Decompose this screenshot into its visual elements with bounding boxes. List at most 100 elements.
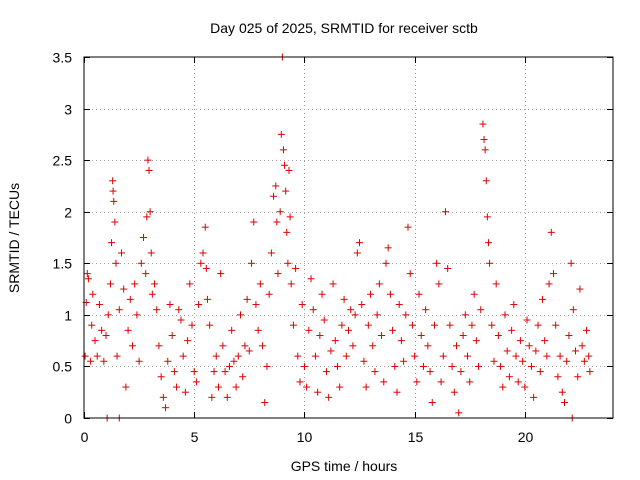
data-point [384, 244, 392, 252]
data-point [497, 362, 505, 370]
data-point [111, 218, 119, 226]
data-point [87, 357, 95, 365]
data-point [210, 368, 218, 376]
data-point [175, 306, 183, 314]
data-point [276, 208, 284, 216]
data-point [120, 285, 128, 293]
data-point [490, 357, 498, 365]
data-point [499, 383, 507, 391]
data-point [481, 146, 489, 154]
data-point [397, 337, 405, 345]
data-point [126, 295, 134, 303]
data-point [179, 352, 187, 360]
data-point [554, 373, 562, 381]
data-point [448, 362, 456, 370]
data-point [336, 383, 344, 391]
y-tick-label: 1.5 [53, 256, 73, 272]
data-point [538, 295, 546, 303]
data-point [245, 347, 253, 355]
data-point [316, 331, 324, 339]
data-point [325, 393, 333, 401]
data-point [250, 218, 258, 226]
data-point [311, 352, 319, 360]
data-point [508, 326, 516, 334]
data-point [525, 342, 533, 350]
data-point [543, 352, 551, 360]
data-point [303, 383, 311, 391]
data-point [386, 290, 394, 298]
x-tick-label: 15 [408, 429, 424, 445]
data-point [371, 368, 379, 376]
data-point [232, 383, 240, 391]
data-point [389, 326, 397, 334]
data-point [142, 270, 150, 278]
data-point [329, 280, 337, 288]
x-tick-label: 10 [297, 429, 313, 445]
data-point [300, 362, 308, 370]
data-point [578, 342, 586, 350]
data-point [516, 337, 524, 345]
data-point [549, 270, 557, 278]
x-tick-label: 0 [81, 429, 89, 445]
data-point [322, 368, 330, 376]
y-tick-label: 0 [64, 411, 72, 427]
data-point [259, 342, 267, 350]
data-point [157, 373, 165, 381]
data-point [100, 357, 108, 365]
data-point [155, 342, 163, 350]
data-point [400, 357, 408, 365]
data-point [561, 399, 569, 407]
data-point [279, 146, 287, 154]
data-point [124, 326, 132, 334]
data-point [373, 311, 381, 319]
data-point [239, 373, 247, 381]
data-point [395, 301, 403, 309]
data-point [439, 352, 447, 360]
data-point [151, 280, 159, 288]
data-point [527, 362, 535, 370]
data-point [201, 223, 209, 231]
data-point [510, 301, 518, 309]
data-point [347, 306, 355, 314]
data-point [273, 218, 281, 226]
data-point [353, 249, 361, 257]
data-point [446, 321, 454, 329]
data-point [413, 378, 421, 386]
data-point [109, 187, 117, 195]
data-point [272, 182, 280, 190]
y-axis-label: SRMTID / TECUs [6, 183, 22, 293]
data-point [223, 393, 231, 401]
data-point [534, 321, 542, 329]
data-point [530, 393, 538, 401]
data-point [81, 352, 89, 360]
data-point [168, 331, 176, 339]
data-point [83, 270, 91, 278]
data-point [225, 362, 233, 370]
data-point [267, 249, 275, 257]
data-point [254, 326, 262, 334]
data-point [128, 342, 136, 350]
data-point [419, 362, 427, 370]
data-point [444, 264, 452, 272]
data-point [433, 259, 441, 267]
x-tick-label: 20 [518, 429, 534, 445]
data-point [221, 368, 229, 376]
data-point [477, 306, 485, 314]
data-point [145, 166, 153, 174]
data-point [104, 311, 112, 319]
data-point [404, 223, 412, 231]
data-point [93, 352, 101, 360]
data-point [159, 393, 167, 401]
data-point [441, 208, 449, 216]
data-point [470, 290, 478, 298]
data-point [228, 326, 236, 334]
data-point [98, 326, 106, 334]
data-point [181, 388, 189, 396]
y-tick-label: 0.5 [53, 359, 73, 375]
data-point [162, 404, 170, 412]
data-point [567, 259, 575, 267]
data-point [144, 156, 152, 164]
data-point [459, 331, 467, 339]
data-point [360, 357, 368, 365]
